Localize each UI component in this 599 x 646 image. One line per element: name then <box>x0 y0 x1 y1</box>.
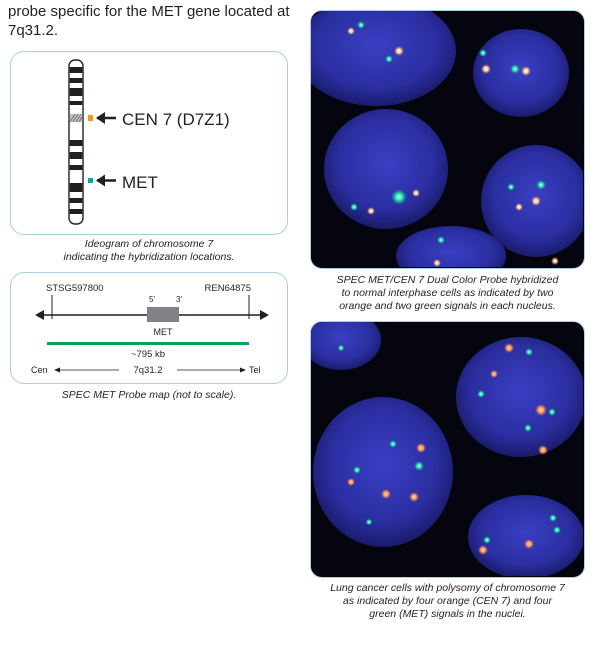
polysomy-cells-fish-image <box>310 321 585 578</box>
polysomy-caption-line-1: Lung cancer cells with polysomy of chrom… <box>330 582 565 594</box>
nucleus <box>396 226 506 267</box>
ideogram-panel: CEN 7 (D7Z1) MET <box>10 51 288 235</box>
three-prime-label: 3' <box>176 295 182 304</box>
met-arrow-icon <box>96 174 116 187</box>
met-label: MET <box>122 173 158 192</box>
chromosome-ideogram: CEN 7 (D7Z1) MET <box>68 59 230 225</box>
normal-cells-caption-line-1: SPEC MET/CEN 7 Dual Color Probe hybridiz… <box>336 274 559 286</box>
probe-size-label: ~795 kb <box>131 349 165 360</box>
probe-coverage-bar <box>47 342 249 345</box>
cen7-arrow-icon <box>96 112 116 124</box>
five-prime-label: 5' <box>149 295 155 304</box>
cen7-probe-marker <box>88 115 93 121</box>
normal-cells-caption-line-2: to normal interphase cells as indicated … <box>341 287 554 299</box>
probe-map-caption: SPEC MET Probe map (not to scale). <box>61 389 237 401</box>
probe-map-panel: STSG597800 REN64875 5' 3' MET ~795 kb Ce… <box>10 272 288 384</box>
polysomy-cells-caption: Lung cancer cells with polysomy of chrom… <box>310 582 585 621</box>
nucleus <box>311 11 456 106</box>
centromere <box>69 113 83 123</box>
band-label: 7q31.2 <box>133 365 162 376</box>
gene-label: MET <box>154 327 174 337</box>
ideogram-caption-line-1: Ideogram of chromosome 7 <box>84 238 214 250</box>
ideogram-caption-line-2: indicating the hybridization locations. <box>63 251 235 263</box>
nucleus <box>456 337 583 457</box>
normal-cells-fish-image <box>310 10 585 269</box>
intro-text: probe specific for the MET gene located … <box>8 3 290 39</box>
fish-signals <box>347 21 559 267</box>
nucleus <box>324 109 448 229</box>
ideogram-caption: Ideogram of chromosome 7 indicating the … <box>10 238 288 264</box>
nucleus <box>468 495 583 576</box>
normal-cells-caption: SPEC MET/CEN 7 Dual Color Probe hybridiz… <box>310 274 585 313</box>
chromosome-bands <box>69 67 83 214</box>
met-gene-box <box>147 307 179 322</box>
met-probe-marker <box>88 178 93 183</box>
cen7-label: CEN 7 (D7Z1) <box>122 110 230 129</box>
nucleus <box>473 29 569 117</box>
normal-cells-caption-line-3: orange and two green signals in each nuc… <box>339 300 556 312</box>
cen-label: Cen <box>31 365 48 375</box>
probe-map-diagram: STSG597800 REN64875 5' 3' MET ~795 kb Ce… <box>31 283 269 376</box>
orientation-line <box>54 367 246 373</box>
tel-label: Tel <box>249 365 261 375</box>
polysomy-caption-line-3: green (MET) signals in the nuclei. <box>369 608 526 620</box>
nucleus <box>313 397 453 547</box>
fish-signals <box>337 343 561 555</box>
right-marker-label: REN64875 <box>205 283 251 294</box>
nucleus <box>311 322 381 370</box>
left-marker-label: STSG597800 <box>46 283 104 294</box>
polysomy-caption-line-2: as indicated by four orange (CEN 7) and … <box>343 595 552 607</box>
